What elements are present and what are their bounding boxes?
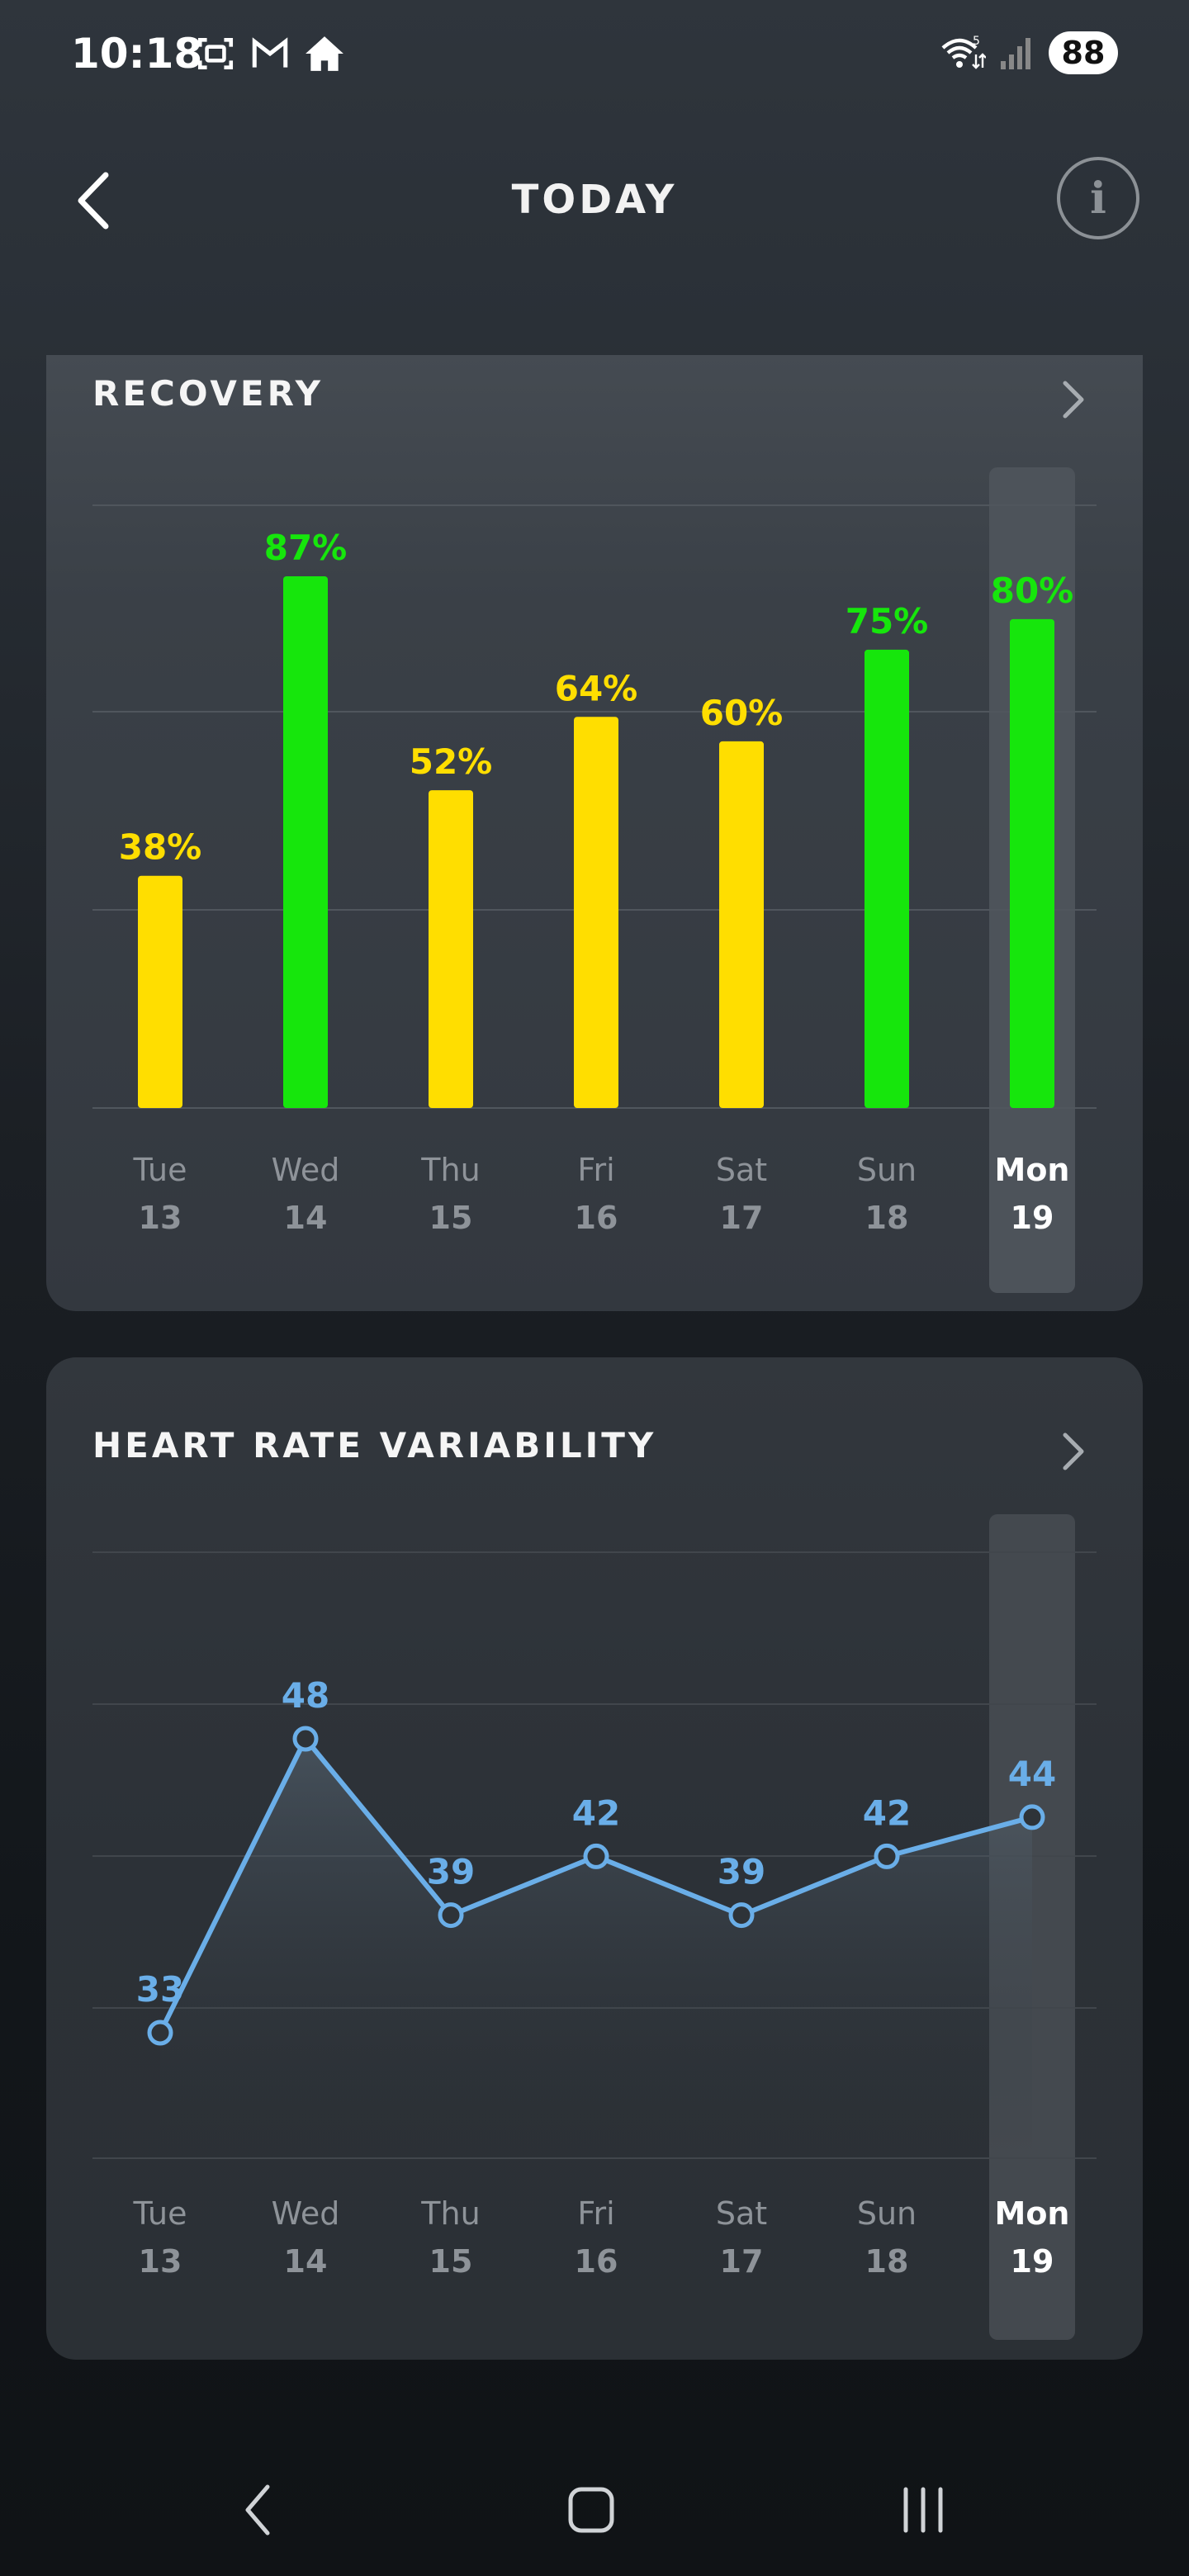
notification-icons xyxy=(195,33,345,74)
hrv-point[interactable] xyxy=(438,1902,464,1929)
info-icon: i xyxy=(1090,173,1106,224)
signal-icon xyxy=(1001,38,1030,69)
recovery-bar[interactable] xyxy=(283,576,328,1108)
status-bar: 10:18 5 88 xyxy=(0,0,1189,107)
day-label: Fri xyxy=(577,2195,614,2232)
day-label: Sun xyxy=(857,1152,917,1188)
recovery-value-label: 52% xyxy=(410,741,493,782)
day-label: Fri xyxy=(577,1152,614,1188)
recovery-value-label: 80% xyxy=(991,571,1074,611)
nav-back-button[interactable] xyxy=(216,2469,299,2551)
day-label: Sat xyxy=(716,2195,767,2232)
status-right: 5 88 xyxy=(940,31,1118,74)
hrv-value-label: 39 xyxy=(427,1852,475,1892)
date-label: 16 xyxy=(575,1200,618,1236)
hrv-point[interactable] xyxy=(147,2020,173,2046)
date-label: 15 xyxy=(429,1200,473,1236)
recovery-value-label: 75% xyxy=(846,601,929,642)
header: TODAY i xyxy=(0,157,1189,248)
day-label: Thu xyxy=(420,2195,480,2232)
page-title: TODAY xyxy=(511,177,678,223)
recovery-value-label: 87% xyxy=(264,528,348,568)
hrv-point[interactable] xyxy=(1019,1804,1045,1830)
recovery-bar[interactable] xyxy=(865,649,909,1108)
date-label: 14 xyxy=(284,2243,328,2280)
hrv-value-label: 48 xyxy=(282,1675,329,1716)
date-label: 19 xyxy=(1011,2243,1054,2280)
nav-home-button[interactable] xyxy=(550,2469,632,2551)
date-label: 14 xyxy=(284,1200,328,1236)
hrv-chart: 33 Tue 13 48 Wed 14 39 Thu 15 42 Fri 16 39 Sat 17 42 Sun… xyxy=(92,1514,1097,2340)
hrv-value-label: 42 xyxy=(863,1792,911,1833)
date-label: 17 xyxy=(720,1200,764,1236)
recovery-chart: 38% Tue 13 87% Wed 14 52% Thu 15 64% Fri 16 60% Sat 17… xyxy=(92,467,1097,1293)
home-icon xyxy=(306,36,343,71)
recovery-value-label: 60% xyxy=(700,693,784,733)
date-label: 13 xyxy=(139,1200,182,1236)
gmail-icon xyxy=(252,37,288,68)
recovery-bar[interactable] xyxy=(429,790,473,1108)
recovery-bar[interactable] xyxy=(719,741,764,1108)
date-label: 16 xyxy=(575,2243,618,2280)
day-label: Thu xyxy=(420,1152,480,1188)
day-label: Tue xyxy=(133,2195,187,2232)
hrv-area xyxy=(160,1739,1032,2158)
nav-home-icon xyxy=(568,2487,614,2533)
recovery-bar[interactable] xyxy=(1010,618,1054,1108)
day-label: Sat xyxy=(716,1152,767,1188)
nav-recents-icon xyxy=(903,2487,943,2533)
hrv-point[interactable] xyxy=(583,1843,609,1869)
recovery-value-label: 38% xyxy=(119,827,202,868)
hrv-point[interactable] xyxy=(874,1843,900,1869)
hrv-point[interactable] xyxy=(728,1902,755,1929)
hrv-value-label: 39 xyxy=(718,1852,765,1892)
network-badge: 5 xyxy=(973,35,980,48)
date-label: 18 xyxy=(865,1200,909,1236)
hrv-value-label: 44 xyxy=(1008,1754,1056,1794)
day-label: Wed xyxy=(272,2195,340,2232)
date-label: 15 xyxy=(429,2243,473,2280)
hrv-point[interactable] xyxy=(292,1726,319,1752)
day-label: Mon xyxy=(995,1152,1070,1188)
date-label: 19 xyxy=(1011,1200,1054,1236)
day-label: Tue xyxy=(133,1152,187,1188)
nav-recents-button[interactable] xyxy=(882,2469,964,2551)
info-button[interactable]: i xyxy=(1057,157,1139,239)
recovery-title: RECOVERY xyxy=(92,373,324,414)
status-time: 10:18 xyxy=(71,30,203,78)
day-label: Mon xyxy=(995,2195,1070,2232)
wifi-icon: 5 xyxy=(941,35,986,69)
chevron-right-icon[interactable] xyxy=(1047,375,1097,424)
chevron-right-icon[interactable] xyxy=(1047,1427,1097,1476)
day-label: Sun xyxy=(857,2195,917,2232)
system-nav-bar xyxy=(0,2460,1189,2559)
hrv-value-label: 33 xyxy=(136,1969,184,2010)
back-button[interactable] xyxy=(58,163,132,238)
hrv-value-label: 42 xyxy=(572,1792,620,1833)
recovery-card[interactable]: RECOVERY 38% Tue 13 87% Wed 14 52% Thu 15 64% Fri 1… xyxy=(46,355,1143,1311)
recovery-bar[interactable] xyxy=(138,875,182,1108)
day-label: Wed xyxy=(272,1152,340,1188)
date-label: 18 xyxy=(865,2243,909,2280)
recovery-value-label: 64% xyxy=(555,668,638,708)
nav-back-icon xyxy=(245,2484,270,2536)
battery-indicator: 88 xyxy=(1049,31,1118,74)
chevron-left-icon xyxy=(78,172,109,230)
hrv-card[interactable]: HEART RATE VARIABILITY 33 Tue 13 48 Wed 14 39 T… xyxy=(46,1357,1143,2360)
recovery-bar[interactable] xyxy=(574,717,618,1108)
screenshot-icon xyxy=(197,38,234,69)
date-label: 17 xyxy=(720,2243,764,2280)
hrv-title: HEART RATE VARIABILITY xyxy=(92,1425,657,1466)
date-label: 13 xyxy=(139,2243,182,2280)
